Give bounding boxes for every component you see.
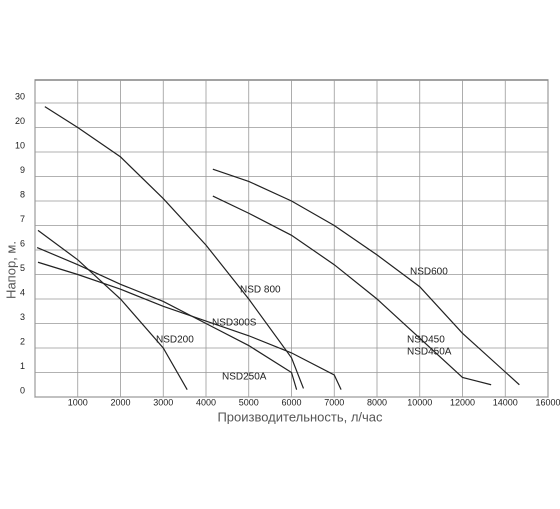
x-tick-label: 8000 xyxy=(367,397,387,407)
y-tick-label: 10 xyxy=(15,140,25,150)
x-tick-label: 12000 xyxy=(450,397,475,407)
y-tick-label: 6 xyxy=(20,238,25,248)
y-tick-label: 0 xyxy=(20,385,25,395)
y-tick-label: 4 xyxy=(20,287,25,297)
series-label: NSD600 xyxy=(410,267,448,278)
x-tick-label: 3000 xyxy=(153,397,173,407)
y-tick-label: 1 xyxy=(20,361,25,371)
x-tick-label: 2000 xyxy=(110,397,130,407)
series-line xyxy=(37,229,188,390)
series-line xyxy=(212,195,492,386)
x-tick-label: 4000 xyxy=(196,397,216,407)
y-tick-label: 5 xyxy=(20,263,25,273)
y-tick-label: 9 xyxy=(20,165,25,175)
y-tick-label: 2 xyxy=(20,336,25,346)
x-tick-label: 16000 xyxy=(535,397,560,407)
annotation: NSD450A xyxy=(407,347,452,358)
series-label: NSD200 xyxy=(156,335,194,346)
x-tick-label: 6000 xyxy=(281,397,301,407)
x-tick-label: 5000 xyxy=(239,397,259,407)
x-tick-label: 10000 xyxy=(407,397,432,407)
series-line xyxy=(36,246,298,390)
y-tick-label: 30 xyxy=(15,91,25,101)
x-tick-label: 14000 xyxy=(493,397,518,407)
series-line xyxy=(212,168,520,386)
series-label: NSD450 xyxy=(407,335,445,346)
series-label: NSD 800 xyxy=(240,285,281,296)
y-tick-label: 8 xyxy=(20,189,25,199)
y-tick-label: 3 xyxy=(20,312,25,322)
y-tick-label: 20 xyxy=(15,116,25,126)
series-line xyxy=(37,261,342,390)
y-tick-label: 7 xyxy=(20,214,25,224)
x-tick-label: 1000 xyxy=(68,397,88,407)
series-label: NSD250A xyxy=(222,372,267,383)
series-line xyxy=(44,106,305,389)
x-axis-title: Производительность, л/час xyxy=(217,409,383,424)
x-tick-label: 7000 xyxy=(324,397,344,407)
y-axis-title: Напор, м. xyxy=(3,241,18,299)
series-label: NSD300S xyxy=(212,318,257,329)
